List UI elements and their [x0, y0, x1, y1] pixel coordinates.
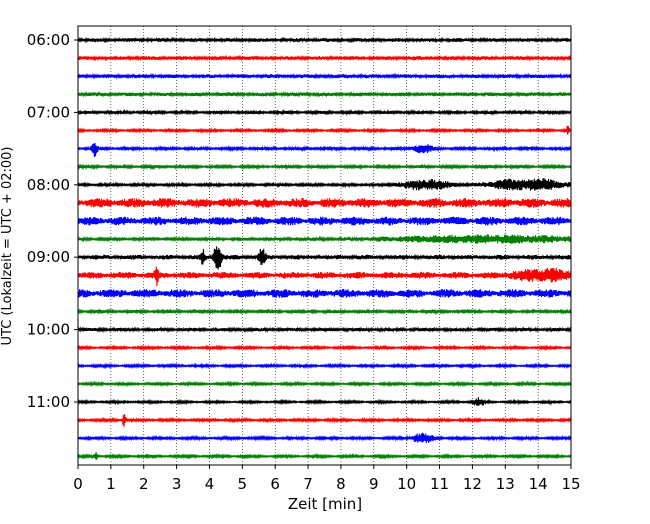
x-tick-label: 8 — [336, 475, 346, 493]
seismic-trace-0815 — [77, 197, 572, 208]
x-tick-label: 12 — [463, 475, 482, 493]
y-tick-label: 09:00 — [27, 248, 70, 266]
x-tick-label: 3 — [172, 475, 182, 493]
x-tick-label: 13 — [496, 475, 515, 493]
seismic-trace-0945 — [77, 307, 572, 316]
y-axis-ticks: 06:00 07:00 08:00 09:00 10:00 11:00 — [27, 31, 78, 411]
y-axis-label: UTC (Lokalzeit = UTC + 02:00) — [0, 147, 15, 346]
seismic-trace-0645 — [77, 90, 572, 98]
seismic-trace-0600 — [77, 36, 572, 44]
seismic-trace-0830 — [77, 216, 572, 226]
y-tick-label: 10:00 — [27, 321, 70, 339]
plot-frame — [77, 25, 572, 466]
x-tick-label: 15 — [561, 475, 580, 493]
x-tick-label: 6 — [270, 475, 280, 493]
x-tick-label: 5 — [238, 475, 248, 493]
seismic-trace-0730 — [77, 143, 572, 157]
x-tick-label: 14 — [529, 475, 548, 493]
x-tick-label: 10 — [397, 475, 416, 493]
seismic-trace-0715 — [77, 125, 572, 135]
seismic-trace-1045 — [77, 380, 572, 388]
x-axis-label: Zeit [min] — [288, 495, 362, 513]
seismic-trace-0630 — [77, 72, 572, 80]
seismic-trace-1015 — [77, 344, 572, 352]
seismic-trace-1030 — [77, 362, 572, 370]
seismic-trace-0845 — [77, 234, 572, 244]
x-tick-label: 0 — [73, 475, 83, 493]
seismic-trace-0900 — [77, 246, 572, 270]
grid-layer — [110, 26, 539, 465]
x-axis-ticks: 0 1 2 3 4 5 6 7 8 9 10 11 12 13 14 15 — [73, 465, 581, 493]
seismic-trace-1115 — [77, 414, 572, 428]
x-tick-label: 1 — [106, 475, 116, 493]
y-tick-label: 07:00 — [27, 103, 70, 121]
seismic-trace-0745 — [77, 163, 572, 171]
seismic-trace-1130 — [77, 432, 572, 444]
x-tick-label: 2 — [139, 475, 149, 493]
y-tick-label: 08:00 — [27, 176, 70, 194]
y-tick-label: 06:00 — [27, 31, 70, 49]
seismic-trace-1000 — [77, 326, 572, 334]
seismic-trace-0615 — [77, 54, 572, 62]
x-tick-label: 7 — [303, 475, 313, 493]
seismic-trace-0930 — [77, 288, 572, 298]
x-tick-label: 9 — [369, 475, 379, 493]
trace-layer — [77, 36, 572, 460]
x-tick-label: 11 — [430, 475, 449, 493]
y-tick-label: 11:00 — [27, 393, 70, 411]
seismic-trace-0700 — [77, 108, 572, 116]
seismic-trace-1100 — [77, 397, 572, 406]
seismic-trace-0915 — [77, 266, 572, 287]
seismic-trace-0800 — [77, 178, 572, 191]
seismic-trace-1145 — [77, 451, 572, 460]
x-tick-label: 4 — [205, 475, 215, 493]
